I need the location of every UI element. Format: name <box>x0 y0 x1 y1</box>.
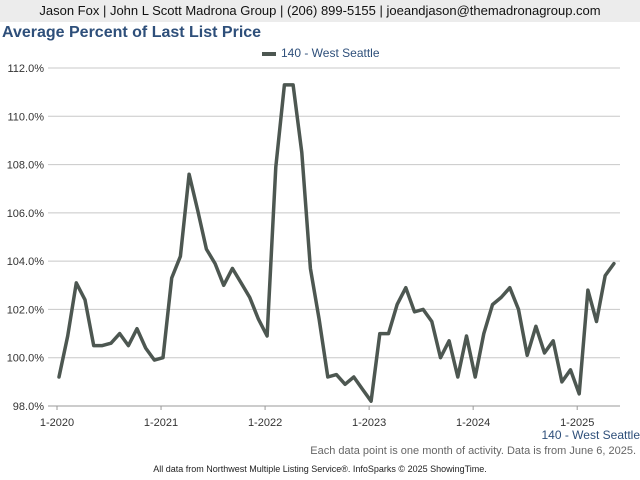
series-line <box>57 83 616 403</box>
x-tick-label: 1-2020 <box>40 417 74 429</box>
y-tick-label: 102.0% <box>7 304 45 316</box>
chart-title: Average Percent of Last List Price <box>2 24 262 41</box>
x-tick-label: 1-2023 <box>352 417 386 429</box>
x-tick-label: 1-2021 <box>144 417 178 429</box>
series-end-label: 140 - West Seattle <box>541 428 640 442</box>
y-tick-label: 98.0% <box>13 401 44 413</box>
chart-legend: 140 - West Seattle <box>262 46 380 60</box>
x-tick-label: 1-2024 <box>456 417 490 429</box>
y-tick-label: 110.0% <box>8 111 45 123</box>
y-tick-label: 108.0% <box>7 160 45 172</box>
x-tick-label: 1-2025 <box>560 417 594 429</box>
y-tick-label: 106.0% <box>7 208 45 220</box>
contact-header: Jason Fox | John L Scott Madrona Group |… <box>0 0 640 22</box>
legend-swatch <box>262 51 276 56</box>
legend-label: 140 - West Seattle <box>281 46 380 60</box>
source-footer: All data from Northwest Multiple Listing… <box>153 464 487 474</box>
y-tick-label: 112.0% <box>8 63 45 75</box>
activity-note: Each data point is one month of activity… <box>310 445 636 457</box>
y-tick-label: 104.0% <box>7 256 45 268</box>
x-tick-label: 1-2022 <box>248 417 282 429</box>
y-tick-label: 100.0% <box>7 353 45 365</box>
